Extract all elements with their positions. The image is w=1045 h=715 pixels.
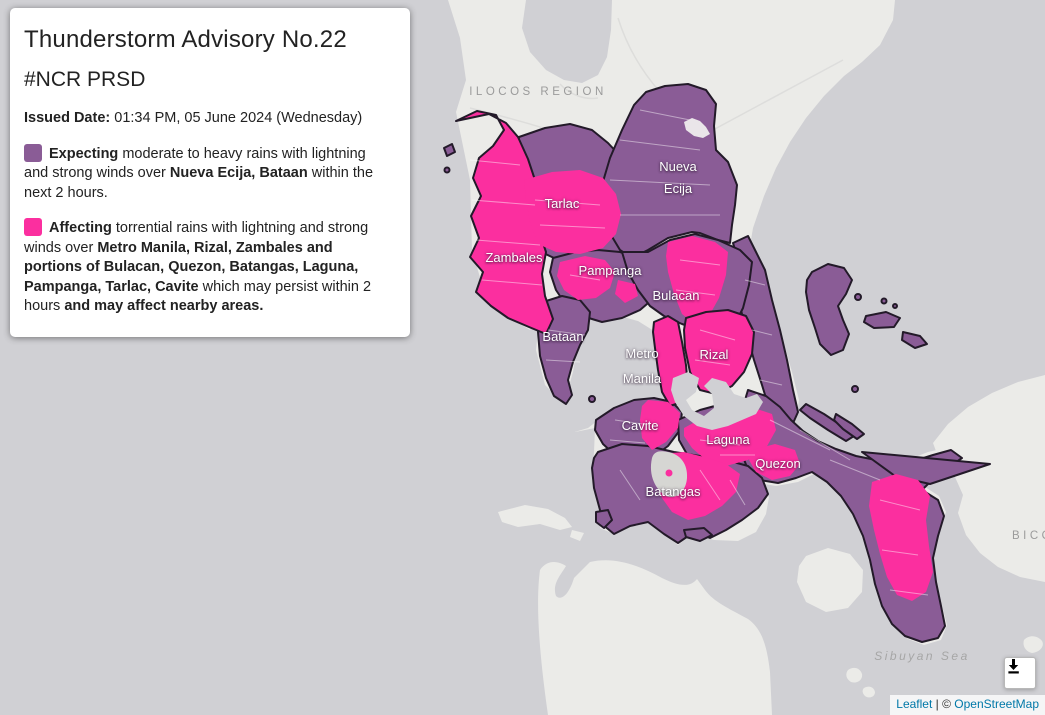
affecting-text: torrential rains with lightning and stro… bbox=[24, 220, 369, 256]
quezon-affecting bbox=[749, 444, 800, 480]
attribution-separator: | © bbox=[932, 697, 955, 711]
coastal-islet bbox=[851, 385, 859, 393]
cavite-affecting bbox=[640, 400, 680, 450]
province-rizal bbox=[683, 309, 755, 395]
download-button[interactable] bbox=[1004, 657, 1036, 689]
openstreetmap-link[interactable]: OpenStreetMap bbox=[954, 697, 1039, 711]
pampanga-affecting-1 bbox=[557, 256, 615, 300]
alabat-island bbox=[799, 403, 855, 442]
affecting-color-swatch bbox=[24, 218, 42, 236]
lakes bbox=[650, 118, 763, 498]
affecting-paragraph: Affecting torrential rains with lightnin… bbox=[24, 218, 392, 317]
affecting-keyword: Affecting bbox=[49, 220, 112, 236]
pantabangan-lake bbox=[684, 118, 710, 138]
bay-mouth-islet bbox=[588, 395, 596, 403]
zambales-islet-2 bbox=[443, 166, 451, 174]
polillo-islet-1 bbox=[863, 311, 901, 329]
batangas-islet bbox=[595, 509, 613, 529]
expecting-color-swatch bbox=[24, 143, 42, 162]
affecting-text-bold-end: and may affect nearby areas. bbox=[64, 298, 264, 314]
laguna-de-bay bbox=[671, 372, 763, 430]
expecting-paragraph: Expecting moderate to heavy rains with l… bbox=[24, 143, 392, 204]
issued-date-label: Issued Date: bbox=[24, 110, 111, 126]
issued-date-value: 01:34 PM, 05 June 2024 (Wednesday) bbox=[110, 110, 363, 126]
issued-date-line: Issued Date: 01:34 PM, 05 June 2024 (Wed… bbox=[24, 109, 392, 129]
pampanga-affecting-2 bbox=[615, 280, 638, 303]
bulacan-affecting bbox=[666, 236, 728, 324]
taal-volcano-island bbox=[665, 469, 673, 477]
affecting-text-mid: which may persist within 2 hours bbox=[24, 278, 372, 315]
lingayen-gulf bbox=[522, 0, 612, 83]
expecting-text: moderate to heavy rains with lightning a… bbox=[24, 145, 366, 182]
polillo-islet-2 bbox=[901, 331, 928, 349]
map-attribution: Leaflet | © OpenStreetMap bbox=[890, 695, 1045, 715]
province-zambales bbox=[455, 110, 554, 335]
panel-hashtag: #NCR PRSD bbox=[24, 68, 146, 91]
download-icon bbox=[1008, 659, 1019, 674]
expecting-text-end: within the next 2 hours. bbox=[24, 165, 374, 201]
verde-island bbox=[683, 527, 713, 542]
panel-title: Thunderstorm Advisory No.22 bbox=[24, 26, 347, 53]
polillo-islet-3 bbox=[854, 293, 862, 301]
province-quezon-east-arm bbox=[861, 451, 991, 485]
zambales-islet-1 bbox=[443, 143, 456, 157]
polillo-islet-4 bbox=[880, 297, 888, 305]
leaflet-link[interactable]: Leaflet bbox=[896, 697, 933, 711]
expecting-keyword: Expecting bbox=[49, 145, 119, 162]
affecting-areas: Metro Manila, Rizal, Zambales and portio… bbox=[24, 239, 359, 295]
municipal-boundaries bbox=[469, 109, 929, 596]
polillo-island bbox=[805, 263, 853, 356]
bondoc-affecting bbox=[869, 474, 933, 601]
polillo-islet-5 bbox=[892, 303, 898, 309]
tarlac-affecting bbox=[524, 170, 621, 254]
expecting-areas: Nueva Ecija, Bataan bbox=[169, 165, 308, 181]
alabat-islet bbox=[833, 413, 865, 440]
advisory-panel: Thunderstorm Advisory No.22 #NCR PRSD Is… bbox=[10, 8, 410, 337]
